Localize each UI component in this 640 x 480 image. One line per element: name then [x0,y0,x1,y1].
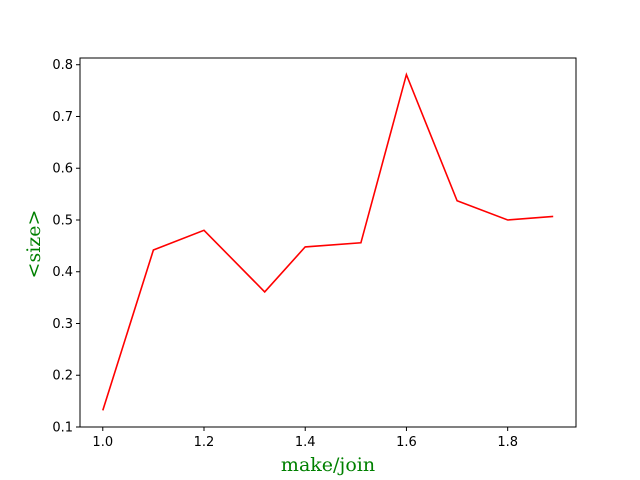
y-axis-ticks: 0.1 0.2 0.3 0.4 0.5 0.6 0.7 0.8 [52,58,80,436]
y-tick-label: 0.6 [52,162,73,177]
plot-area-frame [79,57,577,428]
x-tick-label: 1.4 [295,435,316,450]
y-tick-label: 0.1 [52,421,73,436]
y-axis-label: <size> [23,210,45,279]
x-tick-label: 1.8 [497,435,518,450]
y-tick-label: 0.2 [52,369,73,384]
y-tick-label: 0.8 [52,58,73,73]
x-tick-label: 1.2 [194,435,215,450]
y-tick-label: 0.3 [52,317,73,332]
y-tick-label: 0.4 [52,265,73,280]
y-tick-label: 0.5 [52,213,73,228]
y-tick-label: 0.7 [52,110,73,125]
x-axis-label: make/join [281,454,375,476]
x-axis-ticks: 1.0 1.2 1.4 1.6 1.8 [92,427,518,450]
x-tick-label: 1.6 [396,435,417,450]
x-tick-label: 1.0 [92,435,113,450]
series-line [102,72,554,411]
